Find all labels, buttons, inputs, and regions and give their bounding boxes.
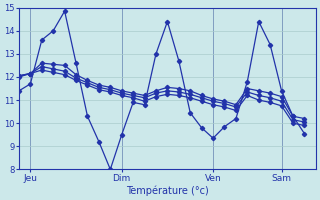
X-axis label: Température (°c): Température (°c) xyxy=(126,185,209,196)
